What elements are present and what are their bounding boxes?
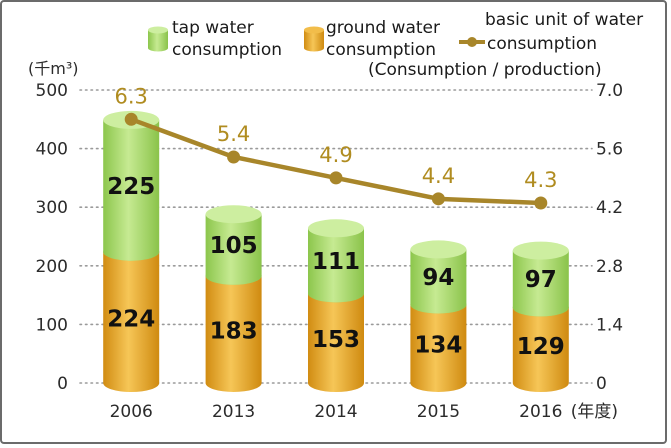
x-tick-label: 2014 xyxy=(314,402,357,422)
legend-ground-cap xyxy=(304,26,324,34)
tap-value-label: 94 xyxy=(422,265,454,291)
legend-ground-body xyxy=(304,30,324,52)
left-tick-label: 500 xyxy=(36,81,68,101)
unit-value-label: 6.3 xyxy=(114,84,147,108)
bar-top-cap xyxy=(308,219,364,238)
bar-ground-water xyxy=(512,307,569,392)
bar-stack: 183 105 xyxy=(205,205,262,392)
legend-ground-label-1: ground water xyxy=(326,18,440,38)
bar-top-cap xyxy=(410,240,467,259)
bar-ground-water xyxy=(410,304,467,392)
unit-line-point xyxy=(431,192,445,206)
bar-stack: 153 111 xyxy=(308,219,364,392)
legend-unit-label-1: basic unit of water xyxy=(485,10,643,30)
legend-tap-label-2: consumption xyxy=(172,40,282,60)
legend-tap-water-icon xyxy=(148,26,168,52)
right-tick-label: 7.0 xyxy=(596,81,623,101)
x-tick-label: 2013 xyxy=(212,402,255,422)
bar-stack: 224 225 xyxy=(103,110,160,392)
left-tick-label: 300 xyxy=(36,198,68,218)
tap-value-label: 111 xyxy=(312,249,360,275)
legend-tap-label-1: tap water xyxy=(172,18,254,38)
unit-value-label: 4.9 xyxy=(319,143,352,167)
bar-ground-water xyxy=(103,251,160,392)
bar-tap-water xyxy=(308,228,364,303)
legend-unit-label-3: (Consumption / production) xyxy=(368,60,602,80)
unit-line-point xyxy=(329,171,343,185)
right-tick-label: 1.4 xyxy=(596,315,623,335)
unit-line: 6.3 5.4 4.9 4.4 4.3 xyxy=(114,84,558,210)
x-axis-suffix: (年度) xyxy=(571,402,618,422)
bar-tap-water xyxy=(103,119,160,261)
bar-top-cap xyxy=(205,205,262,224)
ground-value-label: 224 xyxy=(107,306,155,332)
left-tick-label: 200 xyxy=(36,257,68,277)
bar-top-cap xyxy=(512,241,569,260)
unit-value-label: 5.4 xyxy=(217,122,250,146)
right-axis: 0 1.4 2.8 4.2 5.6 7.0 xyxy=(596,81,623,394)
legend-unit-label-2: consumption xyxy=(487,34,597,54)
bar-ground-water xyxy=(308,293,364,392)
bar-stack: 134 94 xyxy=(410,240,467,392)
legend-ground-label-2: consumption xyxy=(326,40,436,60)
left-tick-label: 100 xyxy=(36,315,68,335)
unit-value-label: 4.4 xyxy=(422,164,455,188)
legend-ground-water-icon xyxy=(304,26,324,52)
ground-value-label: 183 xyxy=(210,318,258,344)
left-tick-label: 400 xyxy=(36,140,68,160)
right-tick-label: 4.2 xyxy=(596,198,623,218)
right-tick-label: 0 xyxy=(596,374,607,394)
bar-ground-water xyxy=(205,275,262,392)
x-tick-label: 2015 xyxy=(417,402,460,422)
legend-tap-cap xyxy=(148,26,168,34)
ground-value-label: 129 xyxy=(517,334,565,360)
bar-tap-water xyxy=(205,214,262,285)
x-tick-label: 2016 xyxy=(519,402,562,422)
bar-stack: 129 97 xyxy=(512,241,569,392)
bar-tap-water xyxy=(410,249,467,314)
unit-line-point xyxy=(124,112,138,126)
unit-line-point xyxy=(534,196,548,210)
left-tick-label: 0 xyxy=(57,374,68,394)
left-axis: 0 100 200 300 400 500 (千m³) xyxy=(28,59,79,394)
tap-value-label: 225 xyxy=(107,174,155,200)
bar-tap-water xyxy=(512,250,569,317)
unit-line-point xyxy=(227,150,241,164)
x-axis: 2006 2013 2014 2015 2016 (年度) xyxy=(110,402,618,422)
tap-value-label: 105 xyxy=(210,233,258,259)
right-tick-label: 5.6 xyxy=(596,140,623,160)
unit-value-label: 4.3 xyxy=(524,168,557,192)
left-axis-unit-label: (千m³) xyxy=(28,59,79,78)
tap-value-label: 97 xyxy=(525,267,557,293)
ground-value-label: 153 xyxy=(312,327,360,353)
bars: 224 225 183 105 153 111 134 94 129 97 xyxy=(103,110,569,392)
ground-value-label: 134 xyxy=(414,333,462,359)
right-tick-label: 2.8 xyxy=(596,257,623,277)
legend-line-marker xyxy=(467,37,477,47)
x-tick-label: 2006 xyxy=(110,402,153,422)
legend-tap-body xyxy=(148,30,168,52)
